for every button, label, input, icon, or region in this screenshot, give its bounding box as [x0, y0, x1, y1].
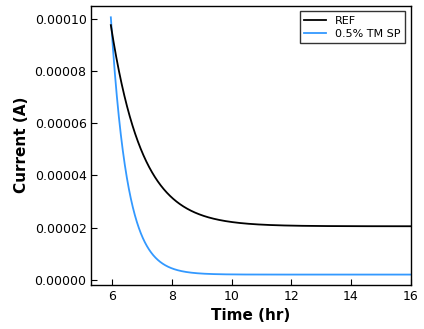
Line: REF: REF [111, 25, 410, 226]
0.5% TM SP [236, 272, 241, 276]
0.5% TM SP [370, 273, 375, 277]
REF [370, 224, 375, 228]
0.5% TM SP [160, 262, 165, 266]
REF [408, 224, 413, 228]
REF [142, 157, 148, 161]
REF [223, 219, 228, 223]
0.5% TM SP [108, 15, 113, 19]
Legend: REF, 0.5% TM SP: REF, 0.5% TM SP [299, 11, 405, 43]
Line: 0.5% TM SP: 0.5% TM SP [111, 17, 410, 275]
REF [160, 186, 165, 190]
Y-axis label: Current (A): Current (A) [14, 97, 29, 193]
X-axis label: Time (hr): Time (hr) [212, 309, 290, 323]
0.5% TM SP [402, 273, 407, 277]
0.5% TM SP [408, 273, 413, 277]
0.5% TM SP [142, 240, 148, 244]
REF [402, 224, 407, 228]
0.5% TM SP [223, 272, 228, 276]
REF [236, 221, 241, 225]
REF [108, 23, 113, 27]
